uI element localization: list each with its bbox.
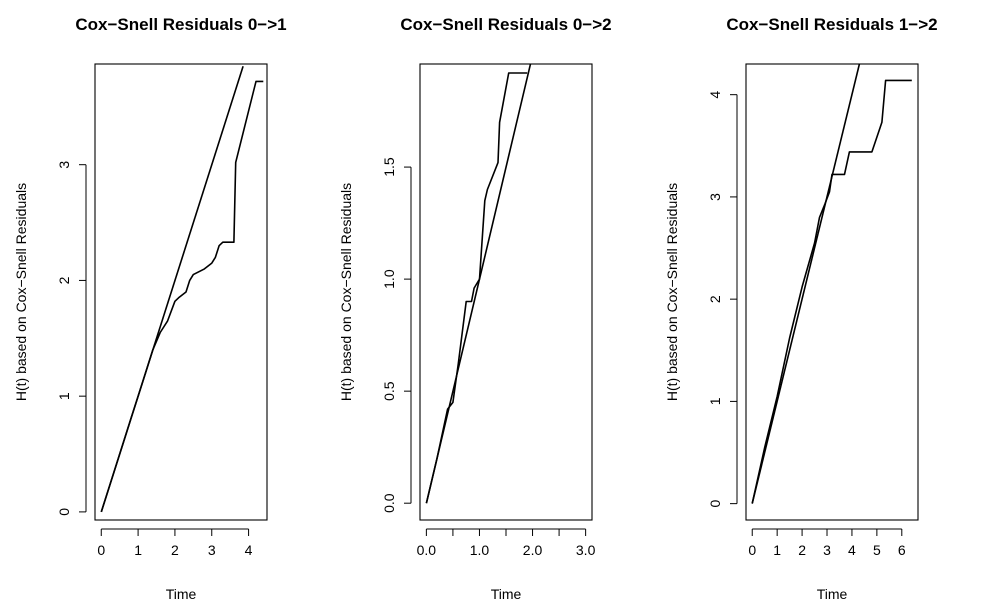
y-axis-label: H(t) based on Cox−Snell Residuals: [664, 183, 680, 401]
y-tick-label: 4: [707, 91, 723, 99]
x-tick-label: 0: [748, 542, 756, 558]
series-group: [100, 66, 264, 513]
panel-1: Cox−Snell Residuals 0−>1 0 1 2 3 4 0 1 2 3 Time H(t…: [13, 15, 287, 602]
y-tick-label: 0.0: [381, 493, 397, 513]
x-axis-label: Time: [166, 586, 197, 602]
cumulative-hazard-line: [751, 79, 912, 504]
chart-title: Cox−Snell Residuals 0−>1: [75, 15, 286, 34]
y-tick-label: 1.0: [381, 269, 397, 289]
series-group: [425, 64, 532, 504]
y-tick-label: 3: [56, 161, 72, 169]
x-tick-label: 1.0: [470, 542, 490, 558]
x-tick-label: 2: [798, 542, 806, 558]
reference-line: [425, 64, 532, 504]
reference-line: [100, 66, 244, 513]
y-tick-label: 2: [56, 276, 72, 284]
y-tick-label: 2: [707, 295, 723, 303]
x-tick-label: 1: [134, 542, 142, 558]
plot-frame: [419, 63, 593, 521]
x-tick-label: 4: [848, 542, 856, 558]
y-tick-label: 1.5: [381, 157, 397, 177]
y-tick-label: 1: [56, 392, 72, 400]
chart-title: Cox−Snell Residuals 0−>2: [400, 15, 611, 34]
reference-line: [751, 64, 861, 504]
chart-title: Cox−Snell Residuals 1−>2: [726, 15, 937, 34]
plot-frame: [94, 63, 268, 521]
plot-frame: [745, 63, 919, 521]
x-axis-label: Time: [491, 586, 522, 602]
y-tick-label: 1: [707, 397, 723, 405]
x-tick-label: 1: [773, 542, 781, 558]
series-group: [751, 64, 912, 504]
y-axis-label: H(t) based on Cox−Snell Residuals: [338, 183, 354, 401]
y-tick-label: 3: [707, 193, 723, 201]
x-tick-label: 5: [873, 542, 881, 558]
x-tick-label: 4: [245, 542, 253, 558]
x-tick-label: 3.0: [576, 542, 596, 558]
x-tick-label: 0.0: [417, 542, 437, 558]
y-tick-label: 0: [707, 500, 723, 508]
panel-3: Cox−Snell Residuals 1−>2 0 1 2 3 4 5 6 0 1 2 3 4 Time…: [664, 15, 938, 602]
y-axis-label: H(t) based on Cox−Snell Residuals: [13, 183, 29, 401]
panel-2: Cox−Snell Residuals 0−>2 0.0 1.0 2.0 3.0 0.0 0…: [338, 15, 612, 602]
x-tick-label: 6: [898, 542, 906, 558]
x-tick-label: 2.0: [523, 542, 543, 558]
cumulative-hazard-line: [100, 80, 264, 513]
y-tick-label: 0: [56, 508, 72, 516]
x-tick-label: 0: [97, 542, 105, 558]
x-tick-label: 3: [208, 542, 216, 558]
y-tick-label: 0.5: [381, 381, 397, 401]
x-axis-label: Time: [817, 586, 848, 602]
x-tick-label: 3: [823, 542, 831, 558]
x-tick-label: 2: [171, 542, 179, 558]
